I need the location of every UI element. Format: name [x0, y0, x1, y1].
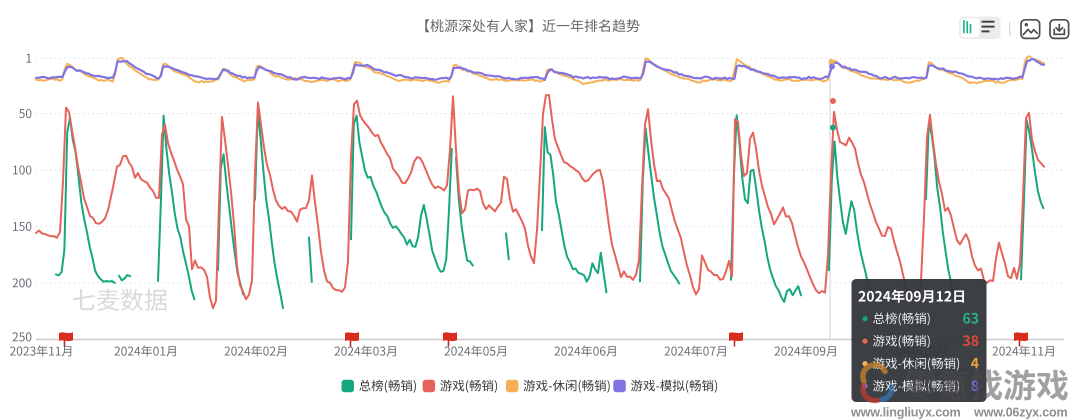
svg-text:www.lingliuyx.com: www.lingliuyx.com — [850, 406, 961, 419]
svg-text:www.06zyx.com: www.06zyx.com — [973, 406, 1068, 419]
